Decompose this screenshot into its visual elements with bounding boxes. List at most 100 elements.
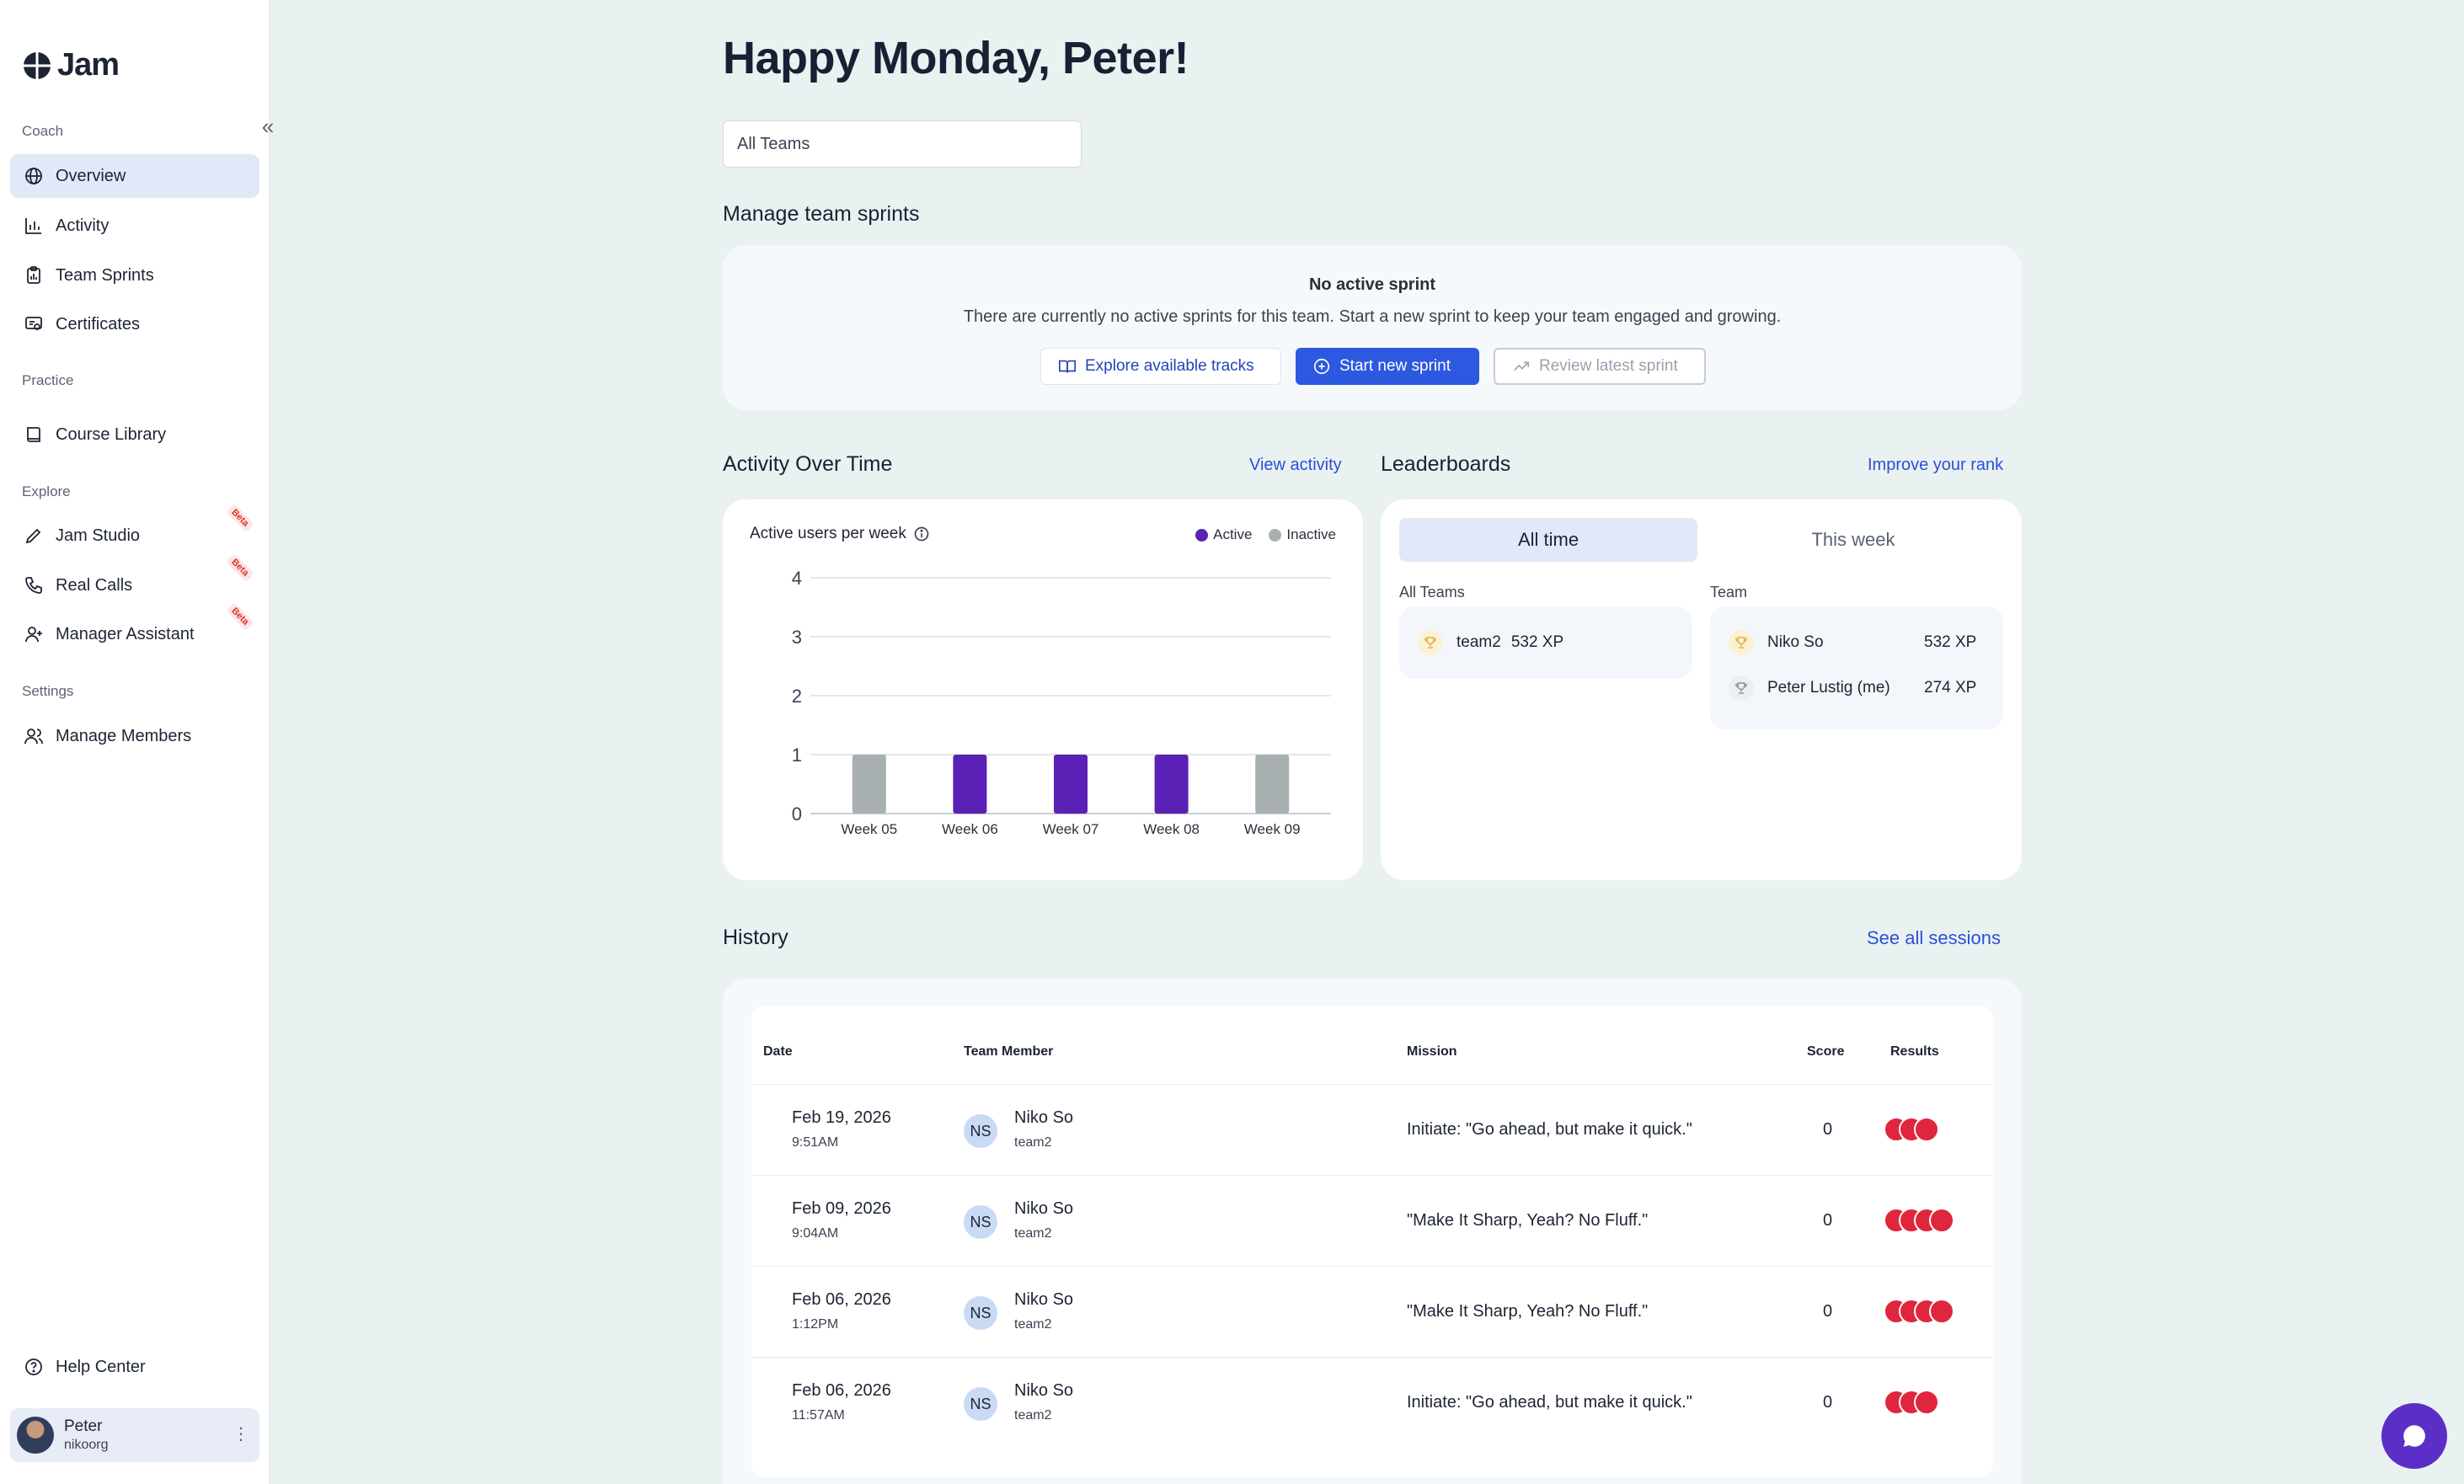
users-icon — [24, 729, 43, 745]
chat-launcher-button[interactable] — [2381, 1403, 2447, 1469]
tab-all-time[interactable]: All time — [1399, 518, 1697, 562]
certificate-icon — [25, 317, 42, 330]
tab-this-week[interactable]: This week — [1811, 529, 1895, 550]
member-team: team2 — [1014, 1226, 1052, 1241]
session-time: 9:04AM — [792, 1226, 839, 1241]
trophy-gold-icon — [1418, 630, 1443, 655]
view-activity-link[interactable]: View activity — [1249, 456, 1342, 474]
bar-inactive — [852, 755, 886, 814]
session-date: Feb 19, 2026 — [792, 1108, 891, 1127]
help-circle-icon — [25, 1359, 42, 1375]
sidebar-item-manage-members[interactable]: Manage Members — [10, 714, 259, 758]
leaderboard-name: team2 — [1456, 633, 1501, 651]
result-dot — [1929, 1208, 1954, 1233]
history-card: Date Team Member Mission Score Results F… — [723, 979, 2022, 1484]
sidebar-item-course-library[interactable]: Course Library — [10, 413, 259, 456]
clipboard-chart-icon — [27, 266, 40, 284]
improve-rank-link[interactable]: Improve your rank — [1868, 456, 2004, 474]
session-date: Feb 09, 2026 — [792, 1199, 891, 1218]
session-time: 1:12PM — [792, 1317, 839, 1332]
sidebar-item-help-center[interactable]: Help Center — [10, 1345, 259, 1389]
sidebar: Jam « Coach Overview Activity Team Sprin… — [0, 0, 274, 1484]
table-row[interactable]: Feb 09, 2026 9:04AM NS Niko So team2 "Make It… — [751, 1175, 1993, 1265]
result-dot — [1914, 1390, 1939, 1415]
session-score: 0 — [1823, 1393, 1833, 1412]
legend-inactive: Inactive — [1269, 526, 1336, 543]
start-sprint-label: Start new sprint — [1339, 357, 1451, 375]
mission-name: "Make It Sharp, Yeah? No Fluff." — [1407, 1302, 1649, 1321]
bar-active — [953, 755, 987, 814]
member-team: team2 — [1014, 1135, 1052, 1150]
explore-tracks-button[interactable]: Explore available tracks — [1040, 348, 1281, 385]
all-teams-label: All Teams — [1399, 584, 1465, 601]
info-icon[interactable] — [913, 526, 930, 542]
x-tick-label: Week 08 — [1143, 821, 1200, 837]
pencil-icon — [25, 528, 41, 544]
table-row[interactable]: Feb 19, 2026 9:51AM NS Niko So team2 Initiate… — [751, 1084, 1993, 1174]
review-sprint-button[interactable]: Review latest sprint — [1494, 348, 1706, 385]
section-label-settings: Settings — [22, 683, 74, 699]
user-plus-icon — [25, 627, 42, 643]
logo-text: Jam — [57, 47, 120, 83]
chart-title-text: Active users per week — [750, 525, 906, 542]
sidebar-item-label: Jam Studio — [56, 526, 141, 545]
no-sprint-description: There are currently no active sprints fo… — [963, 307, 1782, 326]
jam-logo[interactable]: Jam — [22, 47, 120, 83]
table-row[interactable]: Feb 06, 2026 1:12PM NS Niko So team2 "Make It… — [751, 1266, 1993, 1356]
sidebar-item-real-calls[interactable]: Real Calls Beta — [10, 553, 259, 607]
sidebar-item-label: Manager Assistant — [56, 624, 195, 643]
sidebar-item-activity[interactable]: Activity — [10, 204, 259, 248]
member-avatar: NS — [964, 1296, 997, 1330]
member-avatar: NS — [964, 1387, 997, 1421]
phone-icon — [25, 577, 42, 594]
leaderboard-row: team2 532 XP — [1418, 630, 1563, 655]
leaderboard-xp: 532 XP — [1510, 633, 1564, 651]
bar-chart: 0 1 2 3 4 Week 05 Week 06 Week 07 Week 08 Week 09 — [792, 568, 1331, 837]
mission-name: Initiate: "Go ahead, but make it quick." — [1407, 1393, 1692, 1412]
sidebar-item-team-sprints[interactable]: Team Sprints — [10, 254, 259, 297]
sidebar-item-label: Manage Members — [56, 726, 192, 745]
result-dot — [1929, 1299, 1954, 1324]
sidebar-item-jam-studio[interactable]: Jam Studio Beta — [10, 504, 259, 558]
user-profile-card[interactable]: Peter nikoorg ⋮ — [10, 1408, 259, 1462]
leaderboards-heading: Leaderboards — [1381, 452, 1511, 476]
sidebar-item-manager-assistant[interactable]: Manager Assistant Beta — [10, 602, 259, 656]
member-name: Niko So — [1014, 1290, 1074, 1309]
globe-icon — [25, 168, 42, 184]
sidebar-item-label: Course Library — [56, 424, 167, 444]
activity-heading: Activity Over Time — [723, 452, 893, 476]
avatar — [17, 1417, 54, 1454]
leaderboard-row: Niko So 532 XP — [1729, 630, 1998, 655]
collapse-sidebar-icon[interactable]: « — [261, 113, 275, 139]
leaderboard-name: Peter Lustig (me) — [1767, 679, 1890, 697]
see-all-sessions-link[interactable]: See all sessions — [1867, 927, 2001, 948]
team-select[interactable]: All Teams — [723, 120, 1082, 168]
history-table: Date Team Member Mission Score Results F… — [751, 1006, 1993, 1477]
member-team: team2 — [1014, 1317, 1052, 1332]
x-tick-label: Week 06 — [942, 821, 998, 837]
beta-badge: Beta — [226, 504, 254, 532]
table-row[interactable]: Feb 06, 2026 11:57AM NS Niko So team2 Initiat… — [751, 1357, 1993, 1447]
more-vertical-icon[interactable]: ⋮ — [233, 1425, 249, 1444]
sidebar-item-label: Activity — [56, 216, 110, 235]
sidebar-item-certificates[interactable]: Certificates — [10, 302, 259, 346]
column-header-mission: Mission — [1407, 1044, 1457, 1059]
team-label: Team — [1710, 584, 1748, 601]
y-tick-label: 3 — [792, 627, 802, 648]
session-score: 0 — [1823, 1211, 1833, 1230]
team-leaderboard: Niko So 532 XP Peter Lustig (me) 274 XP — [1710, 606, 2003, 729]
sidebar-item-label: Certificates — [56, 314, 141, 334]
mission-name: Initiate: "Go ahead, but make it quick." — [1407, 1120, 1692, 1139]
sidebar-item-overview[interactable]: Overview — [10, 154, 259, 198]
trophy-silver-icon — [1729, 675, 1754, 701]
section-label-explore: Explore — [22, 483, 71, 499]
session-time: 11:57AM — [792, 1408, 845, 1423]
sidebar-item-label: Team Sprints — [56, 265, 154, 285]
start-sprint-button[interactable]: Start new sprint — [1296, 348, 1479, 385]
chat-bubble-icon — [2403, 1425, 2425, 1447]
all-teams-leaderboard: team2 532 XP — [1399, 606, 1692, 679]
sidebar-item-label: Help Center — [56, 1357, 146, 1376]
leaderboard-row: Peter Lustig (me) 274 XP — [1729, 675, 1998, 701]
history-heading: History — [723, 926, 788, 949]
column-header-date: Date — [763, 1044, 793, 1059]
